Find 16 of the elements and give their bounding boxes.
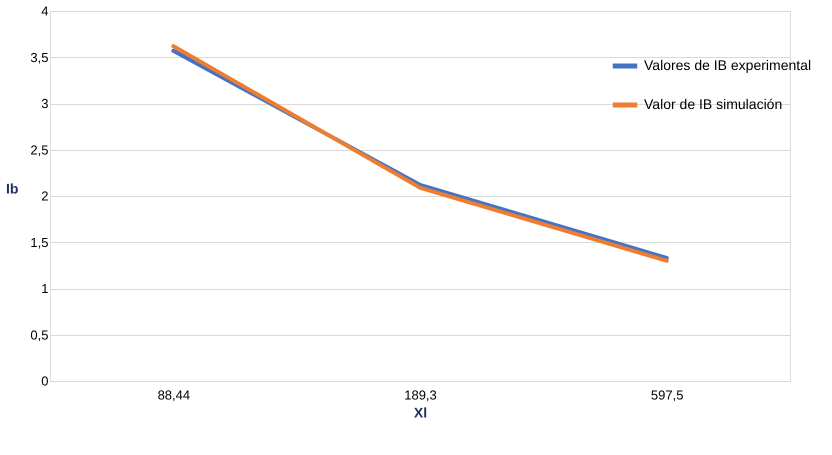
legend-label: Valor de IB simulación [644, 96, 782, 112]
y-tick-label: 4 [41, 4, 48, 18]
y-tick-label: 0 [41, 374, 48, 388]
y-tick-label: 1,5 [30, 234, 48, 250]
x-axis-title: Xl [414, 404, 428, 420]
y-tick-label: 2,5 [30, 142, 48, 158]
y-axis-title: Ib [6, 180, 18, 196]
x-tick-label: 189,3 [404, 388, 437, 402]
y-tick-label: 2 [41, 188, 48, 204]
legend-label: Valores de IB experimental [644, 57, 812, 73]
y-tick-label: 3 [41, 96, 48, 111]
y-tick-label: 3,5 [30, 50, 48, 65]
x-tick-label: 597,5 [650, 388, 684, 402]
y-tick-label: 1 [41, 281, 48, 296]
y-tick-label: 0,5 [30, 327, 48, 342]
x-tick-label: 88,44 [158, 388, 190, 402]
